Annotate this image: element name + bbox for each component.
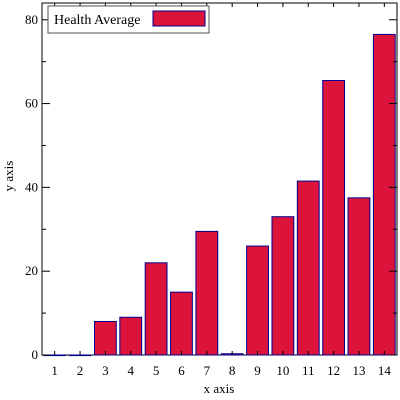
y-tick-label-80: 80 <box>25 12 38 27</box>
bar-6 <box>170 291 193 356</box>
x-tick-label-2: 2 <box>77 363 84 378</box>
x-tick-label-10: 10 <box>276 363 289 378</box>
legend: Health Average <box>47 5 210 34</box>
x-tick-label-14: 14 <box>378 363 392 378</box>
y-axis-ticks: 0 20 40 60 80 <box>25 12 397 362</box>
bar-4 <box>119 316 143 356</box>
x-tick-label-4: 4 <box>128 363 135 378</box>
bar-10 <box>271 216 295 356</box>
x-axis-ticks: 1 2 3 4 5 6 7 8 9 10 11 12 13 14 <box>51 3 391 378</box>
bar-7 <box>195 230 219 356</box>
y-tick-label-40: 40 <box>25 179 38 194</box>
x-tick-label-13: 13 <box>352 363 365 378</box>
bars <box>43 33 396 357</box>
x-tick-label-8: 8 <box>229 363 236 378</box>
x-tick-label-5: 5 <box>153 363 160 378</box>
plot-border <box>41 2 398 356</box>
x-axis-title: x axis <box>204 381 235 396</box>
y-tick-label-20: 20 <box>25 263 38 278</box>
bar-9 <box>246 245 269 356</box>
x-tick-label-11: 11 <box>302 363 315 378</box>
x-tick-label-7: 7 <box>204 363 211 378</box>
x-tick-label-9: 9 <box>254 363 261 378</box>
bar-12 <box>322 80 346 356</box>
x-tick-label-6: 6 <box>178 363 185 378</box>
plot-frame <box>41 2 398 356</box>
x-tick-label-12: 12 <box>327 363 340 378</box>
y-tick-label-60: 60 <box>25 96 38 111</box>
x-tick-label-3: 3 <box>102 363 109 378</box>
y-tick-label-0: 0 <box>32 347 39 362</box>
bar-2 <box>68 354 92 357</box>
bar-5 <box>144 262 168 356</box>
y-axis-title: y axis <box>1 161 16 192</box>
x-tick-label-1: 1 <box>51 363 58 378</box>
bar-3 <box>93 320 117 356</box>
bar-13 <box>347 197 371 356</box>
legend-label: Health Average <box>54 13 140 28</box>
bar-14 <box>372 33 396 356</box>
legend-swatch <box>152 10 206 27</box>
bar-11 <box>296 180 320 356</box>
